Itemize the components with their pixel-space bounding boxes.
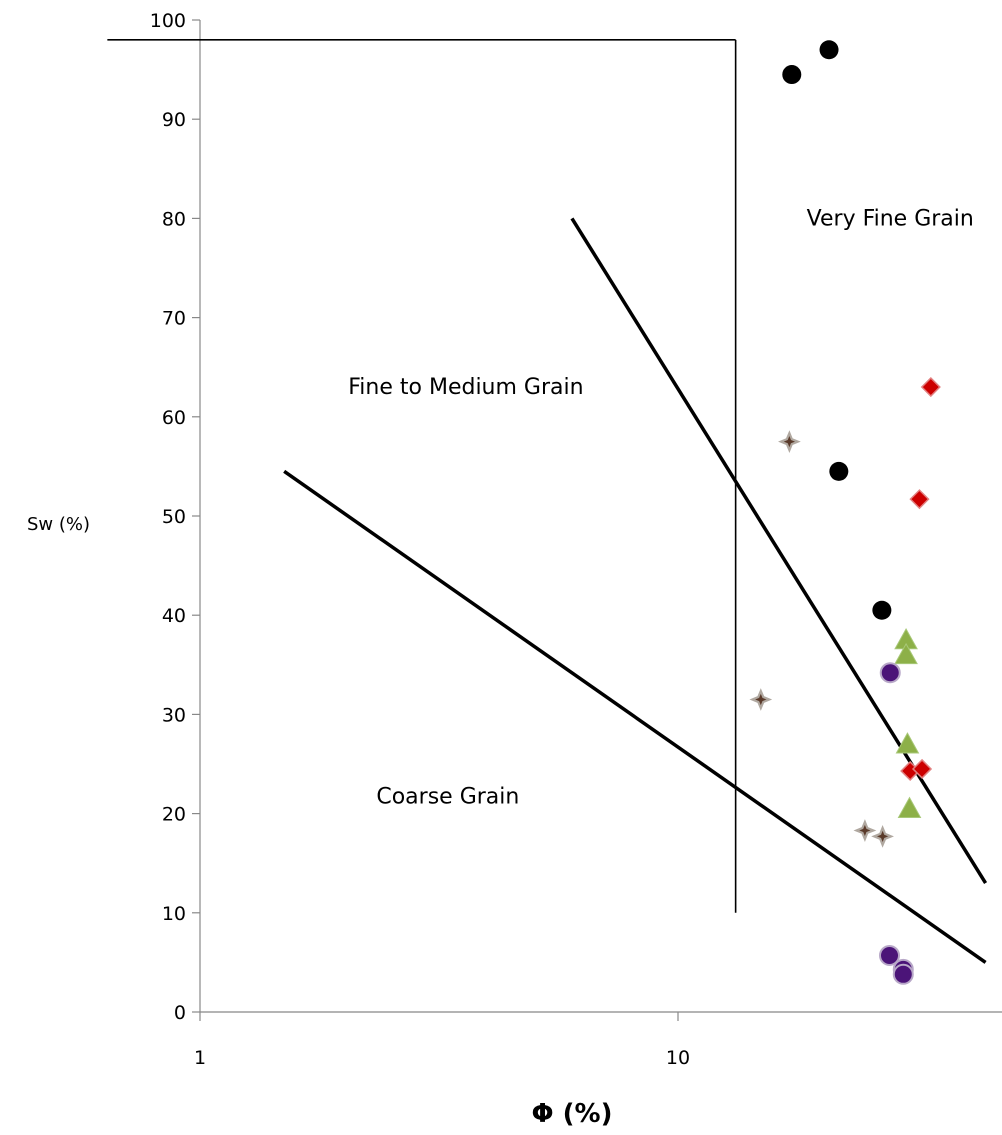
region-label: Fine to Medium Grain — [348, 375, 583, 400]
labels: Very Fine Grain Fine to Medium Grain Coars… — [348, 206, 974, 809]
y-tick-label: 70 — [162, 308, 186, 330]
y-tick-label: 100 — [150, 10, 186, 32]
data-point — [879, 662, 901, 684]
data-point — [895, 732, 920, 754]
data-point — [872, 600, 892, 620]
x-tick-label: 10 — [666, 1047, 690, 1069]
y-tick-label: 30 — [162, 704, 186, 726]
data-point — [911, 758, 933, 780]
data-point — [879, 944, 901, 966]
y-tick-label: 0 — [174, 1002, 186, 1024]
data-point — [897, 796, 922, 818]
data-point — [892, 963, 914, 985]
y-tick-label: 80 — [162, 208, 186, 230]
data-point — [782, 65, 802, 85]
data-points — [749, 40, 941, 985]
y-tick-label: 40 — [162, 605, 186, 627]
data-point — [909, 489, 930, 510]
x-axis-label: Φ (%) — [532, 1099, 613, 1129]
data-point — [871, 824, 894, 848]
data-point — [778, 430, 801, 454]
region-label: Very Fine Grain — [807, 206, 974, 231]
data-point — [920, 376, 941, 398]
data-point — [829, 461, 849, 481]
y-tick-label: 20 — [162, 804, 186, 826]
y-tick-label: 60 — [162, 407, 186, 429]
y-tick-label: 10 — [162, 903, 186, 925]
boundary-line-lower — [283, 469, 987, 964]
data-point — [853, 819, 877, 842]
region-label: Coarse Grain — [376, 785, 519, 810]
data-point — [749, 688, 773, 711]
y-axis-label: Sw (%) — [27, 514, 90, 535]
x-tick-label: 1 — [194, 1047, 206, 1069]
boundary-lines — [107, 39, 988, 964]
y-tick-label: 90 — [162, 109, 186, 131]
data-point — [894, 642, 918, 665]
y-tick-label: 50 — [162, 506, 186, 528]
data-point — [819, 40, 839, 60]
boundary-line-upper — [570, 217, 988, 884]
